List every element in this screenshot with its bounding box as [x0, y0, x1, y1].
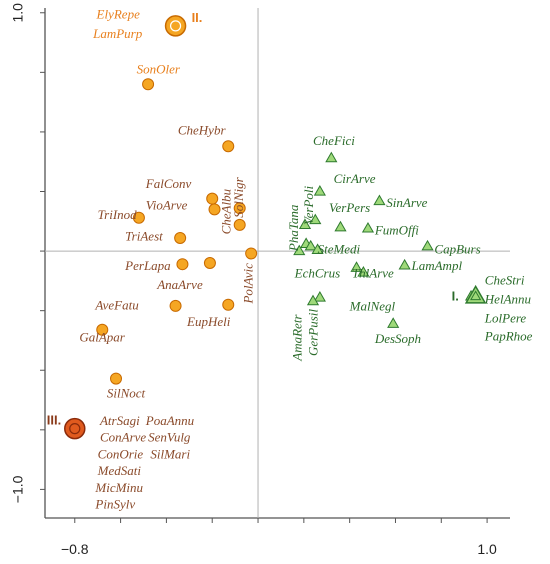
species-label: EupHeli — [186, 314, 231, 329]
species-label: ConOrie — [98, 446, 144, 461]
group-label: I. — [452, 288, 459, 303]
species-point — [208, 203, 221, 216]
species-label: LolPere — [484, 311, 527, 326]
species-label: PerLapa — [124, 258, 171, 273]
species-point — [298, 218, 312, 229]
species-point — [334, 220, 347, 232]
group-centroid-inner — [69, 423, 81, 435]
species-point — [311, 243, 324, 254]
species-label: SteMedi — [318, 241, 361, 256]
species-label: VerPers — [329, 200, 370, 215]
species-label: PolAvic — [240, 263, 255, 305]
species-point — [313, 291, 326, 302]
species-point — [169, 299, 182, 312]
species-label: SilMari — [150, 446, 190, 461]
species-point — [233, 218, 246, 231]
species-label: ThlArve — [352, 265, 394, 280]
species-label: CheStri — [485, 272, 525, 287]
x-tick-label: −0.8 — [61, 541, 89, 557]
species-label: TriInod — [98, 207, 138, 222]
group-label: II. — [192, 10, 203, 25]
species-label: FumOffi — [374, 222, 419, 237]
species-label: CirArve — [334, 171, 376, 186]
species-point — [233, 202, 246, 215]
species-label: PhaTana — [286, 204, 301, 252]
species-label: CheHybr — [178, 122, 227, 137]
species-point — [421, 239, 434, 251]
species-point — [325, 151, 338, 163]
species-point — [313, 185, 326, 196]
species-point — [350, 261, 363, 272]
species-point — [176, 258, 189, 271]
species-label: AmaRetr — [290, 314, 305, 362]
species-label: SilNoct — [107, 386, 146, 401]
species-label: VioArve — [146, 197, 188, 212]
species-point — [203, 257, 216, 269]
group-centroid — [64, 417, 86, 440]
species-label: PinSylv — [94, 496, 135, 511]
species-label: PapRhoe — [484, 328, 533, 343]
species-label: CheAlbu — [219, 188, 234, 234]
species-point — [245, 247, 258, 260]
species-label: GalApar — [79, 330, 125, 345]
species-label: AveFatu — [94, 297, 139, 312]
species-point — [222, 140, 235, 153]
point-labels: ElyRepe LamPurp SonOler CheHybr FalConv VioAr… — [79, 7, 532, 512]
species-point — [306, 294, 320, 306]
species-label: VerPoli — [301, 185, 316, 224]
species-point — [222, 298, 235, 311]
species-label: MedSati — [97, 463, 142, 478]
group-centroid — [164, 15, 187, 37]
species-label: SonOler — [137, 62, 181, 77]
group-centroid-inner — [169, 20, 182, 32]
group-label: III. — [47, 413, 61, 428]
zero-lines — [45, 8, 510, 518]
species-label: ElyRepe — [96, 7, 141, 22]
species-point — [132, 211, 145, 224]
species-point — [174, 231, 187, 244]
species-label: SinArve — [386, 195, 427, 210]
species-label: FalConv — [145, 176, 192, 191]
species-label: TriAest — [125, 228, 163, 243]
species-label: HelAnnu — [484, 292, 532, 307]
species-point — [206, 192, 219, 205]
species-point — [293, 244, 306, 256]
tick-labels: −0.8 1.0 1.0 −1.0 — [10, 3, 497, 557]
species-point — [304, 239, 317, 251]
species-point — [387, 317, 400, 328]
species-point — [373, 194, 386, 206]
species-label: PoaAnnu — [145, 413, 195, 428]
species-point — [309, 213, 322, 225]
species-label: MicMinu — [94, 480, 143, 495]
species-label: LamPurp — [92, 26, 143, 41]
x-tick-label: 1.0 — [477, 541, 497, 557]
group-markers: I. II. III. — [47, 10, 487, 440]
species-point — [96, 323, 109, 336]
species-label: MalNegl — [349, 299, 396, 314]
species-point — [110, 372, 123, 385]
group-centroid-inner — [470, 290, 482, 301]
species-label: CheFici — [313, 133, 355, 148]
species-label: CapBurs — [434, 241, 480, 256]
species-label: EchCrus — [294, 265, 341, 280]
species-label: SenVulg — [148, 430, 191, 445]
species-point — [398, 258, 411, 270]
species-label: ConArve — [100, 430, 146, 445]
species-label: SolNigr — [231, 176, 246, 217]
species-label: DesSoph — [374, 331, 421, 346]
y-tick-label: −1.0 — [10, 475, 26, 503]
species-label: GerPusil — [306, 309, 321, 356]
species-label: AnaArve — [156, 277, 203, 292]
y-tick-label: 1.0 — [10, 3, 26, 23]
species-label: AtrSagi — [99, 413, 140, 428]
species-point — [361, 221, 375, 233]
species-label: LamAmpl — [411, 258, 463, 273]
species-point — [142, 78, 155, 91]
axes — [40, 8, 510, 523]
